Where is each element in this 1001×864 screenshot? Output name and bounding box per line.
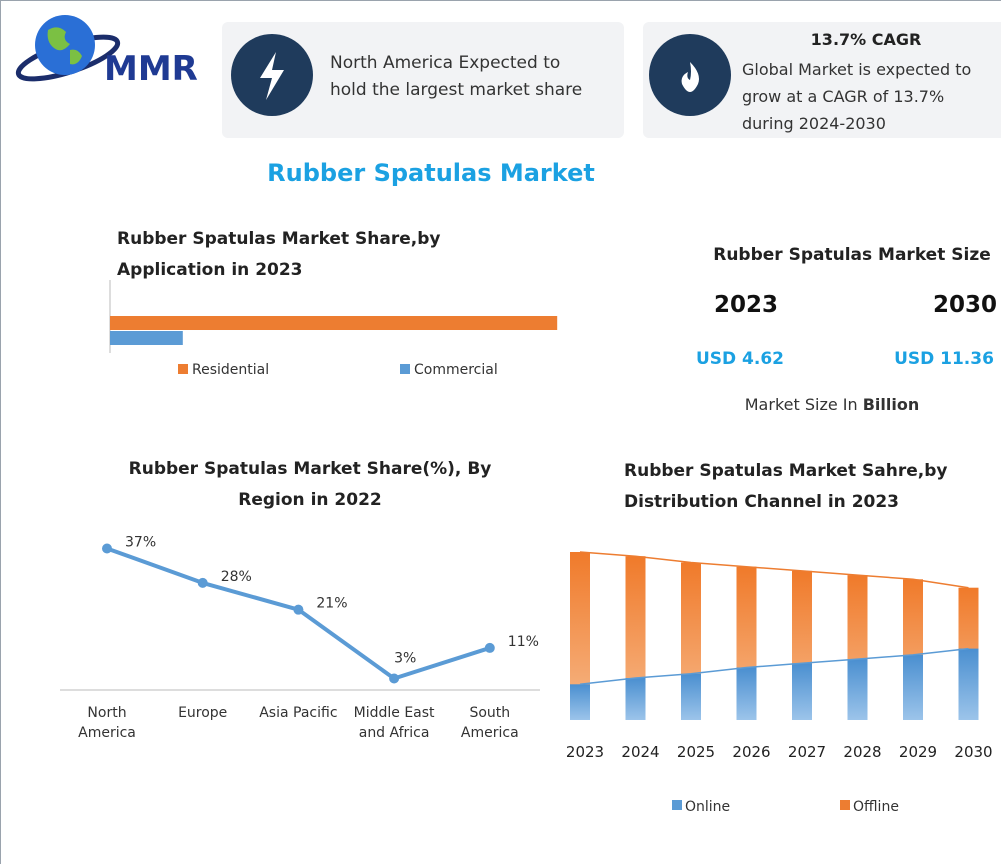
bar: [847, 659, 868, 720]
bar: [110, 316, 558, 330]
size-year: 2030: [933, 292, 997, 318]
x-tick-label: South America: [460, 705, 519, 741]
bar: [792, 663, 812, 720]
point: [484, 642, 495, 653]
legend-swatch: [672, 800, 682, 810]
x-tick-label: Asia Pacific: [259, 705, 338, 721]
data-label: 21%: [316, 596, 347, 612]
x-tick-label: 2028: [843, 743, 881, 761]
size-value: USD 11.36: [894, 349, 994, 369]
legend-label: Commercial: [414, 362, 498, 378]
data-label: 28%: [221, 569, 252, 585]
trend-line: [579, 551, 969, 589]
size-note-text: Market Size In: [745, 395, 858, 414]
x-tick-label: 2024: [621, 743, 659, 761]
legend-swatch: [840, 800, 850, 810]
card: [643, 22, 1001, 138]
point: [389, 673, 400, 684]
data-label: 3%: [394, 651, 416, 667]
size-note-bold: Billion: [863, 395, 920, 414]
data-label: 11%: [508, 634, 539, 650]
x-tick-label: 2023: [566, 743, 604, 761]
x-tick-label: 2026: [732, 743, 770, 761]
bar: [958, 648, 979, 720]
bar: [736, 667, 757, 720]
card-text: Global Market is expected to grow at a C…: [742, 60, 972, 133]
legend-label: Online: [685, 799, 730, 815]
chart-title: Rubber Spatulas Market Share,by Applicat…: [117, 229, 441, 280]
trend-line: [579, 647, 969, 686]
logo-text: MMR: [104, 49, 198, 89]
bar: [903, 654, 923, 720]
chart-title: Rubber Spatulas Market Share(%), By Regi…: [128, 459, 492, 510]
card-text: North America Expected to hold the large…: [330, 53, 583, 100]
legend-swatch: [400, 364, 410, 374]
bar: [570, 684, 590, 720]
card: [222, 22, 624, 138]
card-title: 13.7% CAGR: [811, 30, 922, 49]
size-note: Market Size In Billion: [745, 395, 919, 414]
bar: [681, 673, 701, 720]
data-label: 37%: [125, 534, 156, 550]
chart-title: Rubber Spatulas Market Sahre,by Distribu…: [624, 461, 948, 512]
x-tick-label: 2029: [899, 743, 937, 761]
point: [293, 604, 304, 615]
point: [197, 577, 208, 588]
point: [102, 543, 112, 554]
x-tick-label: 2027: [788, 743, 826, 761]
bar: [110, 331, 183, 345]
x-tick-label: Europe: [178, 705, 228, 721]
legend-label: Residential: [192, 362, 269, 378]
legend-label: Offline: [853, 799, 899, 815]
icon-bolt: [260, 52, 284, 100]
size-value: USD 4.62: [696, 349, 784, 369]
x-tick-label: Middle East and Africa: [353, 705, 435, 741]
size-title: Rubber Spatulas Market Size: [713, 245, 991, 265]
page-title: Rubber Spatulas Market: [267, 159, 595, 187]
bar: [570, 552, 590, 720]
x-tick-label: North America: [78, 705, 136, 741]
size-year: 2023: [714, 292, 778, 318]
logo: MMR: [15, 15, 198, 89]
bar: [625, 678, 646, 720]
icon: [649, 34, 731, 116]
icon-flame: [681, 62, 699, 92]
x-tick-label: 2030: [954, 743, 992, 761]
x-tick-label: 2025: [677, 743, 715, 761]
legend-swatch: [178, 364, 188, 374]
